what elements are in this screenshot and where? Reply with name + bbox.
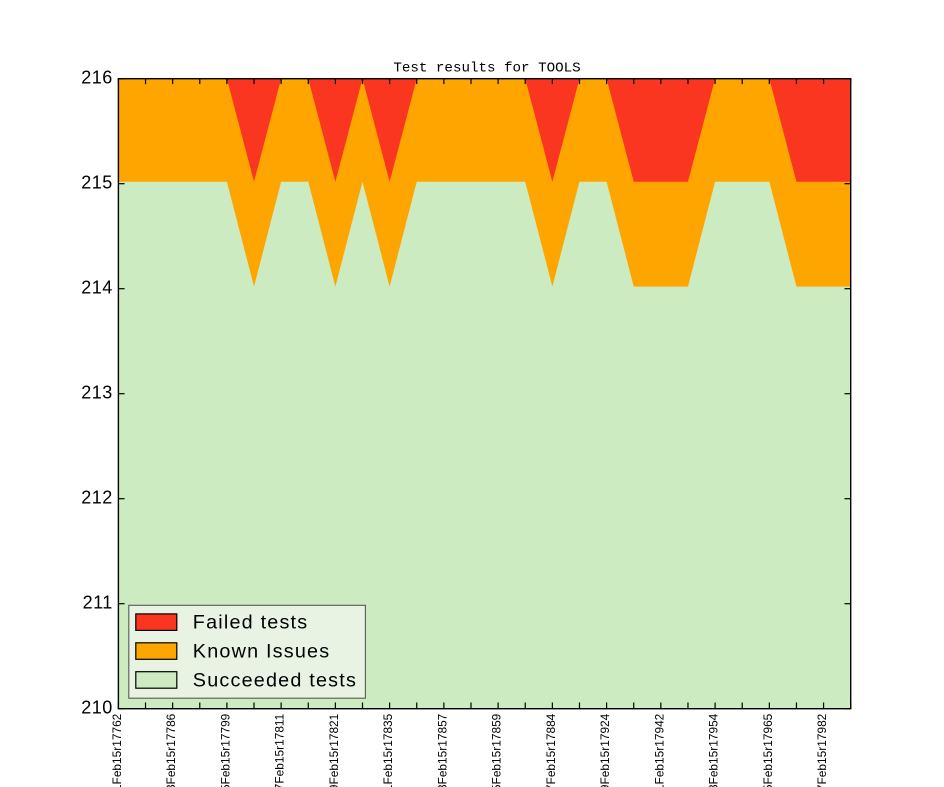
svg-text:13Feb15r17857: 13Feb15r17857	[435, 713, 449, 787]
svg-text:21Feb15r17942: 21Feb15r17942	[652, 713, 666, 787]
svg-text:01Feb15r17762: 01Feb15r17762	[110, 713, 124, 787]
svg-text:19Feb15r17924: 19Feb15r17924	[598, 713, 612, 787]
svg-text:212: 212	[81, 488, 113, 508]
svg-text:03Feb15r17786: 03Feb15r17786	[164, 713, 178, 787]
svg-text:17Feb15r17884: 17Feb15r17884	[544, 713, 558, 787]
svg-text:05Feb15r17799: 05Feb15r17799	[218, 713, 232, 787]
svg-text:210: 210	[81, 698, 113, 718]
svg-text:Test results for TOOLS: Test results for TOOLS	[393, 61, 580, 77]
svg-text:07Feb15r17811: 07Feb15r17811	[273, 713, 287, 787]
svg-text:Failed tests: Failed tests	[193, 612, 309, 634]
svg-text:23Feb15r17954: 23Feb15r17954	[707, 713, 721, 787]
svg-text:213: 213	[81, 383, 113, 403]
svg-text:Succeeded tests: Succeeded tests	[193, 669, 357, 691]
svg-text:Known Issues: Known Issues	[193, 640, 331, 662]
svg-text:15Feb15r17859: 15Feb15r17859	[490, 713, 504, 787]
svg-text:09Feb15r17821: 09Feb15r17821	[327, 713, 341, 787]
svg-text:27Feb15r17982: 27Feb15r17982	[815, 713, 829, 787]
svg-text:211: 211	[83, 593, 113, 613]
svg-text:216: 216	[81, 68, 113, 88]
svg-text:25Feb15r17965: 25Feb15r17965	[761, 713, 775, 787]
svg-text:215: 215	[81, 173, 113, 193]
svg-text:11Feb15r17835: 11Feb15r17835	[381, 713, 395, 787]
svg-text:214: 214	[81, 278, 113, 298]
